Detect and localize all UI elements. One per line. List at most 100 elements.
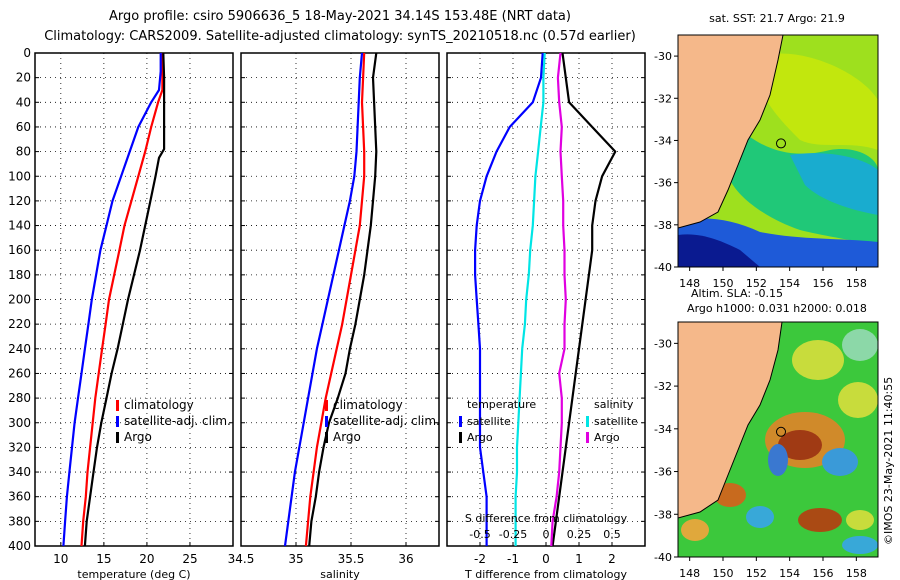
title-line-2: Climatology: CARS2009. Satellite-adjuste… <box>44 29 636 44</box>
series-climatology <box>80 53 164 547</box>
difference-lines <box>474 52 617 547</box>
s-difference-tick-label: -0.5 <box>469 528 490 541</box>
sla-lon-labels: 148 150 152 154 156 158 <box>679 557 867 580</box>
x-tick-label: 2 <box>608 552 616 566</box>
series-satellite-adj-clim <box>283 52 364 547</box>
s-difference-tick-label: 0.5 <box>603 528 621 541</box>
lon-tick-label: 154 <box>779 277 800 290</box>
s-difference-tick-labels: -0.5 -0.25 0 0.25 0.5 <box>469 528 620 541</box>
depth-tick-label: 340 <box>8 465 31 479</box>
lat-tick-label: -34 <box>654 423 672 436</box>
sla-map-title-line-1: Altim. SLA: -0.15 <box>691 287 783 300</box>
legend-swatch-t-satellite <box>459 416 462 427</box>
sla-field-blob <box>768 444 788 476</box>
legend-t-satellite: satellite <box>467 415 511 428</box>
sst-lat-labels: -30 -32 -34 -36 -38 -40 <box>654 50 678 274</box>
sst-map-title: sat. SST: 21.7 Argo: 21.9 <box>709 12 845 25</box>
sla-map: Altim. SLA: -0.15 Argo h1000: 0.031 h200… <box>654 287 879 580</box>
depth-tick-label: 280 <box>8 391 31 405</box>
t-difference-tick-labels: -2 -1 0 1 2 <box>474 552 616 566</box>
depth-tick-label: 100 <box>8 169 31 183</box>
sla-field-blob <box>798 508 842 532</box>
sst-warm-patch <box>750 53 878 150</box>
x-tick-label: -2 <box>474 552 486 566</box>
depth-tick-label: 200 <box>8 293 31 307</box>
sla-field <box>678 322 878 557</box>
series-argo <box>308 52 378 547</box>
lon-tick-label: 154 <box>779 567 800 580</box>
legend-swatch-argo <box>116 432 119 443</box>
lon-tick-label: 156 <box>813 277 834 290</box>
sla-map-title-line-2: Argo h1000: 0.031 h2000: 0.018 <box>687 302 867 315</box>
lat-tick-label: -30 <box>654 50 672 63</box>
depth-tick-label: 220 <box>8 317 31 331</box>
temperature-legend: climatology satellite-adj. clim. Argo <box>116 398 231 444</box>
difference-panel: -2 -1 0 1 2 -0.5 -0.25 0 0.25 0.5 T difference f… <box>446 52 646 580</box>
x-tick-label: 36 <box>398 552 413 566</box>
sla-field-blob <box>846 510 874 530</box>
legend-climatology: climatology <box>333 398 403 412</box>
legend-swatch-t-argo <box>459 432 462 443</box>
salinity-lines <box>283 52 378 547</box>
series-s-satellite <box>514 52 546 546</box>
temperature-tick-labels: 10 15 20 25 <box>53 552 197 566</box>
legend-climatology: climatology <box>124 398 194 412</box>
legend-satellite-adj: satellite-adj. clim. <box>124 414 231 428</box>
lat-tick-label: -38 <box>654 219 672 232</box>
depth-tick-label: 60 <box>16 120 31 134</box>
sla-field-blob <box>822 448 858 476</box>
lon-tick-label: 156 <box>813 567 834 580</box>
series-argo <box>83 52 166 547</box>
series-climatology <box>304 52 366 547</box>
lat-tick-label: -34 <box>654 134 672 147</box>
lat-tick-label: -40 <box>654 551 672 564</box>
sla-lat-labels: -30 -32 -34 -36 -38 -40 <box>654 337 678 564</box>
legend-temperature-heading: temperature <box>467 398 536 411</box>
s-difference-tick-label: -0.25 <box>499 528 527 541</box>
legend-s-satellite: satellite <box>594 415 638 428</box>
sla-field-blob <box>778 430 822 460</box>
legend-swatch-climatology <box>116 400 119 411</box>
temperature-panel: 0 20 40 60 80 100 120 140 160 180 200 220 240 260 280 3… <box>8 46 234 580</box>
x-tick-label: 25 <box>182 552 197 566</box>
series-s-argo <box>550 52 567 547</box>
temperature-lines <box>62 52 166 547</box>
depth-tick-label: 380 <box>8 514 31 528</box>
x-tick-label: 15 <box>96 552 111 566</box>
lat-tick-label: -32 <box>654 92 672 105</box>
lon-tick-label: 152 <box>746 277 767 290</box>
s-difference-legend: salinity satellite Argo <box>586 398 638 444</box>
sst-lon-labels: 148 150 152 154 156 158 <box>679 267 867 290</box>
sla-land <box>678 322 783 519</box>
s-difference-tick-label: 0.25 <box>567 528 592 541</box>
sst-cool-patch <box>790 153 878 215</box>
sla-field-blob <box>842 329 878 361</box>
t-difference-legend: temperature satellite Argo <box>459 398 536 444</box>
x-tick-label: 34.5 <box>228 552 255 566</box>
salinity-plot-frame <box>240 52 440 547</box>
lat-tick-label: -36 <box>654 177 672 190</box>
legend-swatch-satellite <box>325 416 328 427</box>
sst-argo-location-marker <box>776 138 786 149</box>
lon-tick-label: 150 <box>713 277 734 290</box>
legend-argo: Argo <box>124 430 152 444</box>
depth-tick-label: 320 <box>8 440 31 454</box>
legend-t-argo: Argo <box>467 431 493 444</box>
legend-swatch-s-argo <box>586 432 589 443</box>
s-difference-axis-label: S difference from climatology <box>465 512 628 525</box>
lat-tick-label: -40 <box>654 261 672 274</box>
s-difference-tick-label: 0 <box>543 528 550 541</box>
sla-field-blob <box>681 519 709 541</box>
lon-tick-label: 148 <box>679 567 700 580</box>
sla-field-blob <box>792 340 844 380</box>
legend-s-argo: Argo <box>594 431 620 444</box>
sla-field-blob <box>842 536 878 554</box>
legend-swatch-satellite <box>116 416 119 427</box>
title-line-1: Argo profile: csiro 5906636_5 18-May-202… <box>109 9 571 24</box>
imos-credit: ©IMOS 23-May-2021 11:40:55 <box>882 377 895 545</box>
depth-tick-label: 120 <box>8 194 31 208</box>
sst-field <box>678 35 878 267</box>
legend-swatch-s-satellite <box>586 416 589 427</box>
sla-map-frame <box>677 321 879 558</box>
